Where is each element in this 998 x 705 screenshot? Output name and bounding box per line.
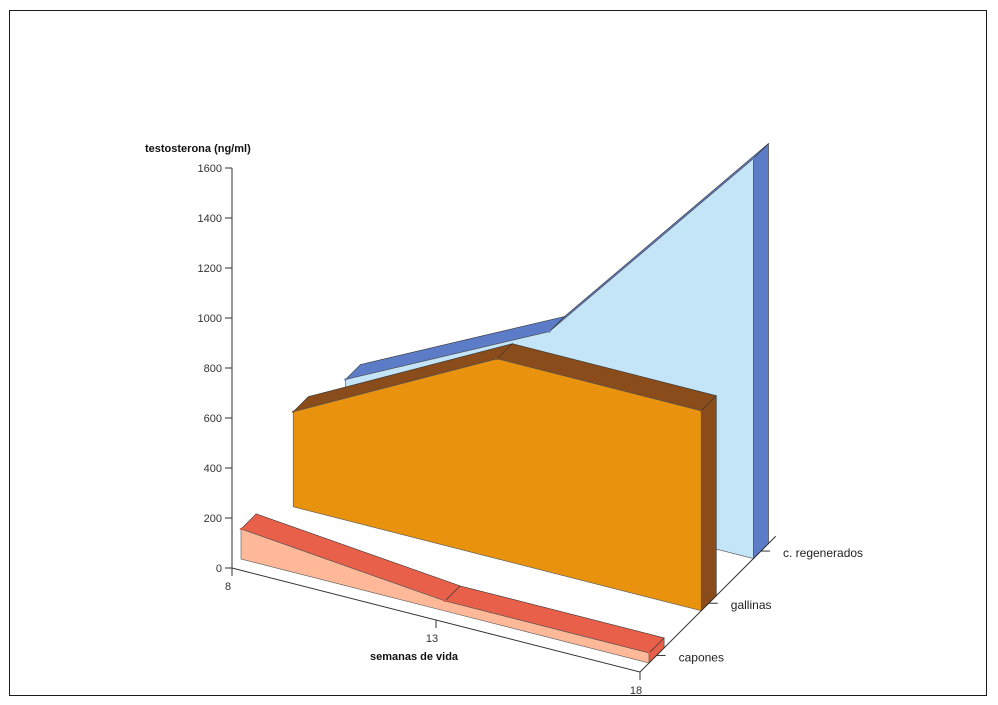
series-label: capones bbox=[679, 650, 724, 664]
chart-3d-ribbon: testosterona (ng/ml) semanas de vida c. … bbox=[145, 142, 863, 694]
y-tick-label: 400 bbox=[204, 463, 222, 475]
data-point bbox=[496, 357, 499, 360]
y-tick-label: 1400 bbox=[198, 213, 222, 225]
x-tick-label: 18 bbox=[630, 685, 642, 694]
y-tick-label: 600 bbox=[204, 413, 222, 425]
y-tick-label: 1200 bbox=[198, 263, 222, 275]
y-axis-title: testosterona (ng/ml) bbox=[145, 143, 251, 155]
series-end-face bbox=[700, 394, 717, 612]
x-tick-label: 8 bbox=[225, 581, 231, 593]
y-tick-label: 0 bbox=[216, 563, 222, 575]
data-point bbox=[752, 157, 755, 160]
y-tick-label: 200 bbox=[204, 513, 222, 525]
depth-axis-line bbox=[639, 535, 777, 673]
x-tick-label: 13 bbox=[426, 633, 438, 645]
data-point bbox=[647, 651, 651, 655]
y-tick-label: 800 bbox=[204, 363, 222, 375]
series-end-face bbox=[753, 142, 769, 560]
y-tick-label: 1600 bbox=[198, 163, 222, 175]
x-axis-title: semanas de vida bbox=[370, 651, 459, 663]
data-point bbox=[443, 599, 447, 603]
data-point bbox=[548, 330, 551, 333]
series-gallinas-ribbon bbox=[292, 343, 717, 612]
series-capones-ribbon bbox=[239, 513, 665, 664]
chart-frame: testosterona (ng/ml) semanas de vida c. … bbox=[9, 10, 987, 696]
data-point bbox=[292, 410, 295, 413]
data-point bbox=[239, 527, 243, 531]
series-label: c. regenerados bbox=[783, 546, 863, 560]
y-tick-label: 1000 bbox=[198, 313, 222, 325]
data-point bbox=[344, 378, 347, 381]
data-point bbox=[700, 409, 703, 412]
series-label: gallinas bbox=[731, 598, 772, 612]
